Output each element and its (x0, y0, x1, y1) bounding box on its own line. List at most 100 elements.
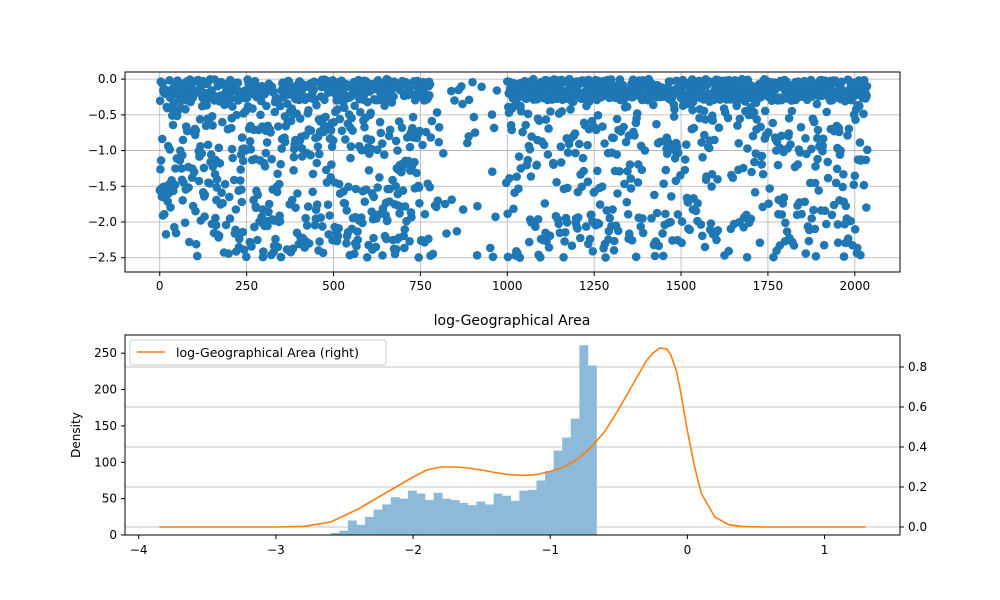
scatter-point (734, 139, 743, 148)
scatter-point (631, 252, 641, 262)
scatter-point (814, 186, 823, 195)
scatter-point (680, 155, 690, 164)
scatter-point (573, 213, 583, 222)
scatter-point (787, 106, 797, 116)
scatter-frame (124, 71, 901, 273)
scatter-point (310, 78, 319, 87)
scatter-point (248, 104, 257, 113)
scatter-point (177, 164, 186, 173)
scatter-point (576, 233, 585, 243)
scatter-point (503, 252, 513, 262)
scatter-point (563, 183, 572, 193)
scatter-point (606, 75, 616, 84)
scatter-point (433, 196, 443, 205)
histogram-bar (459, 503, 469, 535)
scatter-point (325, 211, 335, 220)
scatter-point (843, 131, 852, 140)
x-tick-label: −4 (130, 543, 148, 557)
scatter-point (532, 160, 542, 170)
scatter-point (853, 243, 862, 253)
scatter-point (233, 78, 243, 88)
scatter-point (264, 207, 273, 217)
scatter-point (410, 157, 419, 167)
scatter-point (375, 173, 384, 182)
scatter-point (303, 202, 313, 211)
scatter-point (315, 149, 324, 159)
scatter-point (505, 174, 514, 183)
scatter-point (393, 146, 402, 155)
scatter-point (200, 212, 209, 221)
scatter-point (509, 204, 518, 214)
scatter-point (533, 215, 543, 224)
scatter-point (425, 91, 434, 100)
scatter-point (291, 203, 300, 212)
scatter-point (748, 131, 758, 141)
scatter-point (245, 137, 255, 146)
scatter-point (477, 82, 486, 92)
scatter-point (712, 235, 721, 245)
scatter-point (673, 210, 683, 219)
y-tick-label: −1.5 (88, 179, 117, 193)
scatter-point (181, 105, 190, 114)
histogram-bar (536, 480, 546, 535)
scatter-point (228, 153, 237, 163)
scatter-point (369, 233, 378, 243)
scatter-point (193, 251, 202, 261)
scatter-point (356, 107, 365, 117)
scatter-point (277, 144, 287, 153)
histogram-bar (467, 505, 477, 535)
scatter-point (566, 105, 575, 114)
scatter-point (166, 91, 176, 101)
scatter-point (514, 152, 524, 161)
y-tick-right-label: 0.6 (908, 400, 927, 414)
scatter-point (647, 214, 656, 223)
scatter-point (415, 126, 425, 136)
scatter-point (267, 154, 277, 164)
scatter-point (749, 107, 759, 117)
scatter-point (160, 209, 169, 219)
scatter-point (574, 139, 584, 149)
scatter-point (194, 176, 204, 186)
scatter-point (623, 166, 632, 176)
scatter-point (389, 92, 398, 101)
scatter-point (184, 183, 193, 192)
scatter-point (165, 145, 175, 154)
scatter-point (863, 145, 872, 155)
scatter-point (350, 101, 360, 111)
scatter-point (212, 175, 222, 184)
scatter-point (369, 192, 379, 202)
scatter-point (373, 183, 383, 192)
scatter-point (400, 225, 410, 234)
scatter-point (588, 247, 598, 256)
scatter-point (316, 213, 326, 222)
scatter-point (380, 150, 389, 159)
scatter-point (237, 133, 247, 142)
scatter-point (364, 166, 374, 175)
scatter-point (851, 115, 860, 124)
scatter-point (811, 251, 821, 261)
histogram-title: log-Geographical Area (434, 313, 591, 329)
scatter-point (549, 160, 558, 169)
scatter-point (849, 180, 859, 189)
scatter-point (661, 165, 671, 175)
scatter-point (189, 167, 199, 177)
scatter-point (666, 217, 675, 227)
scatter-point (170, 180, 180, 190)
y-tick-label: 0.0 (98, 72, 117, 86)
scatter-point (822, 107, 831, 117)
histogram-bar (425, 500, 434, 535)
scatter-point (733, 121, 742, 130)
y-tick-label: 200 (94, 383, 117, 397)
legend-label: log-Geographical Area (right) (176, 345, 359, 360)
scatter-point (295, 114, 305, 123)
y-tick-label: 50 (102, 492, 117, 506)
scatter-point (229, 175, 239, 185)
scatter-point (318, 248, 328, 258)
scatter-point (746, 214, 756, 224)
scatter-point (306, 150, 315, 160)
scatter-point (662, 149, 672, 158)
scatter-point (677, 238, 686, 248)
scatter-point (407, 212, 416, 222)
scatter-point (360, 122, 369, 132)
scatter-point (217, 188, 226, 197)
